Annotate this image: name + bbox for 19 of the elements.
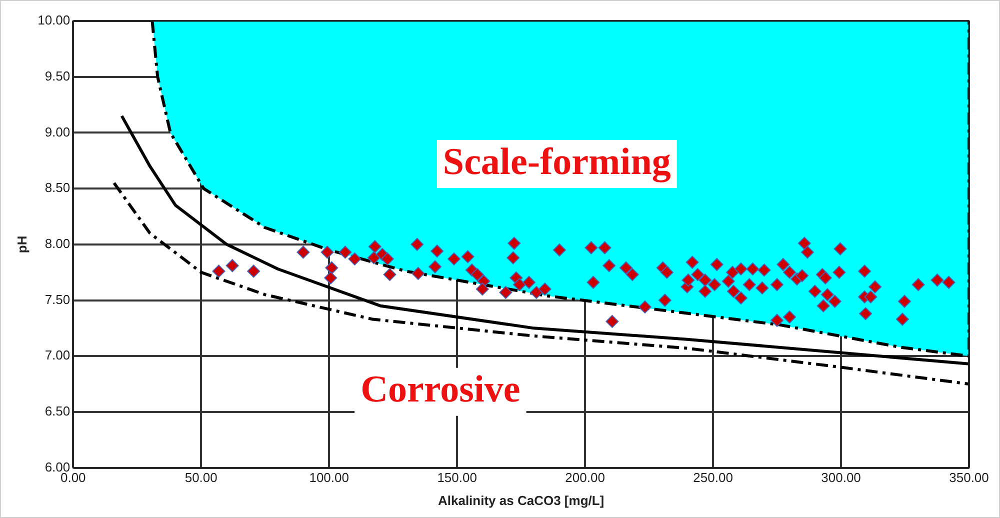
- annotation: Scale-forming: [442, 140, 671, 183]
- x-tick-label: 150.00: [437, 470, 477, 486]
- x-tick-label: 100.00: [309, 470, 349, 486]
- y-tick-label: 8.00: [44, 236, 70, 251]
- y-tick-label: 9.50: [44, 68, 70, 84]
- y-tick-label: 7.50: [44, 292, 70, 307]
- x-axis-title: Alkalinity as CaCO3 [mg/L]: [438, 492, 604, 508]
- x-tick-label: 350.00: [949, 470, 989, 486]
- y-tick-label: 8.50: [44, 180, 70, 196]
- y-tick-label: 7.00: [44, 348, 70, 363]
- x-tick-label: 300.00: [821, 470, 861, 486]
- x-tick-label: 250.00: [693, 470, 733, 486]
- y-axis-title: pH: [14, 236, 30, 254]
- y-tick-label: 6.50: [44, 404, 70, 419]
- y-tick-label: 10.00: [38, 12, 70, 28]
- x-tick-label: 50.00: [184, 470, 218, 486]
- annotation: Corrosive: [360, 368, 520, 411]
- x-tick-label: 200.00: [565, 470, 605, 486]
- y-tick-label: 9.00: [44, 124, 70, 140]
